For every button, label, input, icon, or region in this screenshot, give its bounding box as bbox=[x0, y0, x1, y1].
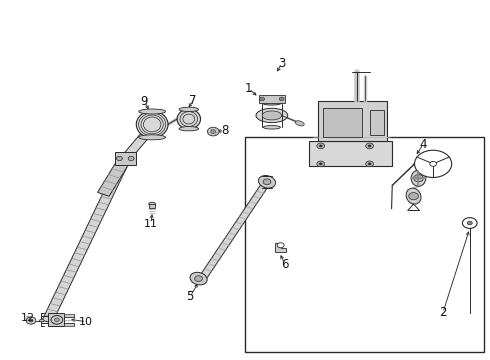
Ellipse shape bbox=[262, 111, 282, 120]
Circle shape bbox=[207, 127, 219, 136]
Ellipse shape bbox=[295, 121, 304, 126]
Circle shape bbox=[128, 156, 134, 161]
Ellipse shape bbox=[149, 202, 156, 206]
Polygon shape bbox=[121, 128, 154, 161]
Ellipse shape bbox=[139, 135, 166, 140]
Circle shape bbox=[467, 221, 472, 225]
Bar bbox=[245, 137, 485, 352]
Circle shape bbox=[430, 161, 437, 166]
Polygon shape bbox=[98, 157, 131, 196]
Ellipse shape bbox=[177, 109, 200, 129]
Polygon shape bbox=[275, 243, 286, 252]
Bar bbox=[149, 204, 155, 208]
Circle shape bbox=[368, 163, 371, 165]
Ellipse shape bbox=[136, 111, 168, 138]
Circle shape bbox=[260, 97, 265, 101]
Circle shape bbox=[277, 243, 284, 248]
Polygon shape bbox=[64, 314, 74, 317]
Ellipse shape bbox=[179, 107, 198, 112]
Bar bbox=[115, 152, 136, 165]
Polygon shape bbox=[64, 323, 74, 325]
Text: 11: 11 bbox=[144, 219, 158, 229]
Circle shape bbox=[117, 156, 122, 161]
Text: 3: 3 bbox=[278, 57, 285, 70]
Text: 4: 4 bbox=[419, 138, 427, 150]
Polygon shape bbox=[197, 180, 270, 282]
Bar bbox=[259, 95, 285, 103]
Circle shape bbox=[26, 317, 36, 324]
Text: 5: 5 bbox=[187, 290, 194, 303]
Text: 7: 7 bbox=[189, 94, 196, 107]
Ellipse shape bbox=[39, 319, 44, 321]
Ellipse shape bbox=[263, 126, 280, 129]
Circle shape bbox=[211, 130, 216, 134]
Bar bbox=[323, 108, 362, 137]
Text: 8: 8 bbox=[221, 124, 228, 138]
Circle shape bbox=[463, 218, 477, 228]
Ellipse shape bbox=[179, 127, 198, 131]
Circle shape bbox=[51, 316, 63, 324]
Circle shape bbox=[414, 175, 423, 182]
Polygon shape bbox=[309, 140, 392, 166]
Polygon shape bbox=[42, 157, 130, 323]
Text: 6: 6 bbox=[281, 258, 289, 271]
Ellipse shape bbox=[139, 109, 166, 114]
Circle shape bbox=[279, 97, 284, 101]
Polygon shape bbox=[318, 101, 387, 140]
Circle shape bbox=[317, 161, 325, 167]
Circle shape bbox=[195, 276, 202, 282]
Circle shape bbox=[54, 318, 59, 321]
Circle shape bbox=[415, 150, 452, 177]
Polygon shape bbox=[48, 314, 64, 326]
Circle shape bbox=[263, 179, 271, 185]
Text: 12: 12 bbox=[21, 313, 35, 323]
Circle shape bbox=[317, 143, 325, 149]
Bar bbox=[369, 110, 384, 135]
Ellipse shape bbox=[406, 188, 421, 204]
Circle shape bbox=[366, 161, 373, 167]
Ellipse shape bbox=[256, 108, 288, 123]
Text: 2: 2 bbox=[439, 306, 447, 319]
Text: 9: 9 bbox=[141, 95, 148, 108]
Text: 1: 1 bbox=[245, 82, 253, 95]
Ellipse shape bbox=[262, 101, 282, 105]
Circle shape bbox=[368, 145, 371, 147]
Text: 10: 10 bbox=[79, 317, 93, 327]
Circle shape bbox=[319, 145, 322, 147]
Ellipse shape bbox=[190, 272, 207, 285]
Ellipse shape bbox=[258, 175, 275, 188]
Circle shape bbox=[366, 143, 373, 149]
Ellipse shape bbox=[411, 170, 426, 186]
Circle shape bbox=[319, 163, 322, 165]
Circle shape bbox=[409, 193, 418, 200]
Circle shape bbox=[29, 319, 33, 322]
